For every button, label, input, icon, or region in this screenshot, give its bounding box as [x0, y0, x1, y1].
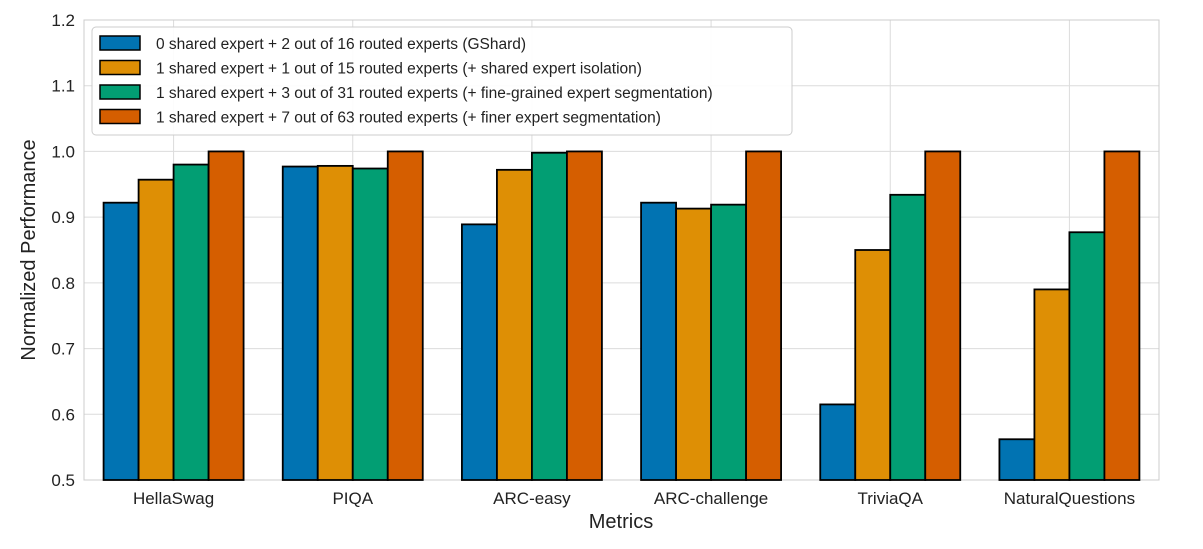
bar — [745, 150, 782, 481]
y-tick-label: 1.2 — [51, 11, 75, 30]
bar — [102, 201, 140, 481]
x-tick-label: ARC-easy — [493, 489, 571, 508]
bar — [207, 150, 245, 481]
legend-box — [91, 26, 793, 136]
y-tick-label: 0.8 — [51, 274, 75, 293]
y-axis-ticks: 0.5 0.6 0.7 0.8 0.9 1.0 1.1 1.2 — [51, 11, 75, 490]
bar — [461, 223, 498, 481]
bar — [675, 207, 712, 481]
bar — [137, 178, 175, 481]
y-tick-label: 0.7 — [51, 340, 75, 359]
y-tick-label: 0.5 — [51, 471, 75, 490]
plot-area-frame — [83, 19, 1160, 481]
x-tick-label: PIQA — [332, 489, 373, 508]
bar — [281, 165, 319, 481]
x-axis-title: Metrics — [589, 511, 653, 533]
y-tick-label: 1.1 — [51, 77, 75, 96]
bar — [1103, 150, 1141, 481]
bar — [854, 249, 892, 481]
bar — [316, 164, 354, 481]
bar — [889, 193, 927, 481]
bar — [172, 163, 210, 481]
y-axis-title: Normalized Performance — [18, 139, 40, 360]
bars — [102, 150, 1141, 481]
bar — [566, 150, 603, 481]
x-tick-label: NaturalQuestions — [1004, 489, 1135, 508]
legend-label: 1 shared expert + 1 out of 15 routed exp… — [156, 61, 642, 78]
bar — [531, 151, 568, 481]
legend: 0 shared expert + 2 out of 16 routed exp… — [91, 26, 793, 136]
y-tick-label: 0.6 — [51, 405, 75, 424]
bar — [998, 438, 1036, 481]
bar — [924, 150, 962, 481]
bar — [819, 403, 857, 481]
legend-label: 0 shared expert + 2 out of 16 routed exp… — [156, 36, 526, 53]
bar — [386, 150, 424, 481]
legend-label: 1 shared expert + 3 out of 31 routed exp… — [156, 85, 713, 102]
bar — [640, 201, 677, 481]
bar — [1033, 288, 1071, 481]
bar — [351, 167, 389, 481]
legend-swatch — [99, 35, 141, 51]
bar — [1068, 231, 1106, 481]
y-tick-label: 0.9 — [51, 208, 75, 227]
legend-swatch — [99, 108, 141, 125]
x-tick-label: HellaSwag — [133, 489, 214, 508]
legend-swatch — [99, 84, 141, 100]
legend-label: 1 shared expert + 7 out of 63 routed exp… — [156, 110, 661, 127]
x-tick-label: ARC-challenge — [654, 489, 768, 508]
x-axis-ticks: HellaSwag PIQA ARC-easy ARC-challenge Trivia… — [133, 489, 1135, 508]
y-tick-label: 1.0 — [51, 142, 75, 161]
bar — [710, 203, 747, 481]
x-tick-label: TriviaQA — [858, 489, 924, 508]
bar — [496, 168, 533, 481]
legend-swatch — [99, 59, 141, 76]
